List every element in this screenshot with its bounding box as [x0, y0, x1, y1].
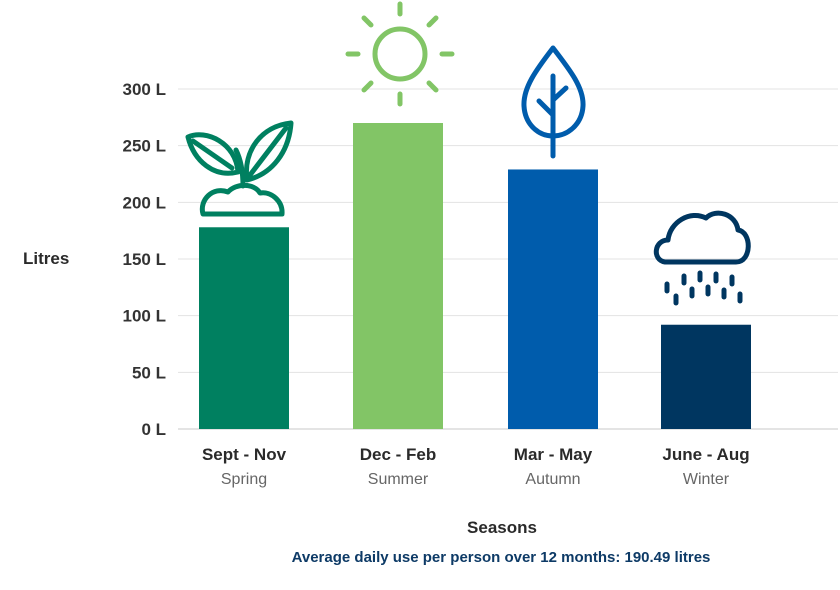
- x-tick-label: June - Aug: [662, 445, 749, 464]
- tree-leaf-icon: [521, 45, 586, 159]
- x-axis-label: Seasons: [467, 518, 537, 537]
- y-tick-label: 250 L: [123, 137, 166, 156]
- x-tick-sublabel: Spring: [221, 471, 267, 488]
- y-tick-label: 300 L: [123, 80, 166, 99]
- sprout-icon: [185, 120, 294, 217]
- x-tick-label: Mar - May: [514, 445, 593, 464]
- x-tick-label: Dec - Feb: [360, 445, 437, 464]
- y-tick-label: 0 L: [141, 420, 166, 439]
- bar-autumn: [508, 169, 598, 429]
- x-axis-labels: Sept - Nov Spring Dec - Feb Summer Mar - May…: [202, 445, 750, 488]
- bars: [199, 123, 751, 429]
- footnote: Average daily use per person over 12 mon…: [292, 549, 711, 566]
- bar-winter: [661, 324, 751, 429]
- bar-summer: [353, 123, 443, 429]
- x-tick-sublabel: Summer: [368, 471, 429, 488]
- y-tick-label: 200 L: [123, 193, 166, 212]
- x-tick-label: Sept - Nov: [202, 445, 287, 464]
- sun-icon: [345, 1, 455, 107]
- y-axis-label: Litres: [23, 249, 69, 268]
- bar-spring: [199, 227, 289, 429]
- rain-cloud-icon: [653, 210, 751, 306]
- y-tick-label: 150 L: [123, 250, 166, 269]
- y-tick-label: 50 L: [132, 363, 166, 382]
- y-axis-ticks: 0 L 50 L 100 L 150 L 200 L 250 L 300 L: [123, 80, 166, 439]
- y-tick-label: 100 L: [123, 307, 166, 326]
- x-tick-sublabel: Winter: [683, 471, 730, 488]
- x-tick-sublabel: Autumn: [525, 471, 580, 488]
